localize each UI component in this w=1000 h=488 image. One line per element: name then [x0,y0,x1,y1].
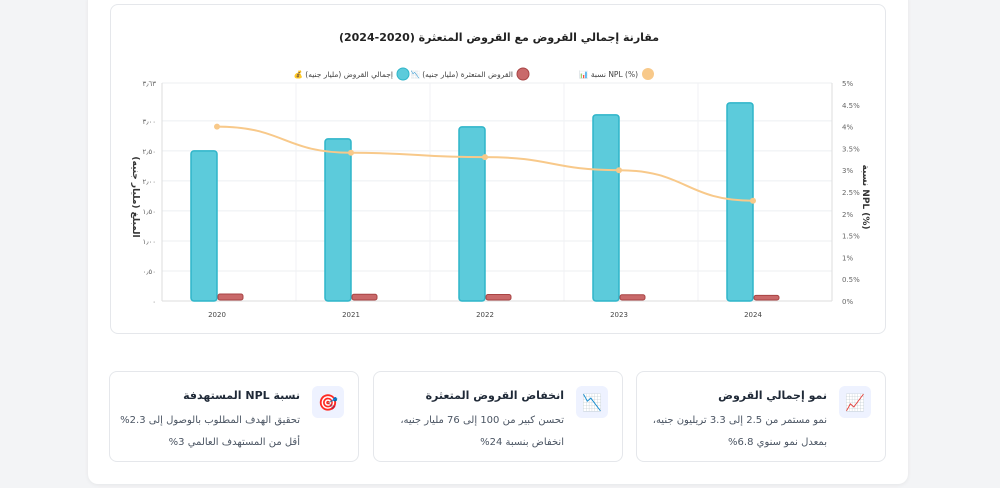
bar-npl-loans [351,293,378,301]
chart-up-icon: 📈 [839,386,871,418]
npl-point [348,149,354,156]
legend-label: 💰 إجمالي القروض (مليار جنيه) [294,70,393,79]
right-tick-label: 3.5% [842,145,860,153]
right-tick-label: 4% [842,124,853,132]
card-desc: نمو مستمر من 2.5 إلى 3.3 تريليون جنيه، ب… [652,415,827,448]
npl-point [750,197,756,204]
chart: مقارنة إجمالي القروض مع القروض المتعثرة … [130,31,870,319]
left-tick-label: ١٫٥٠ [142,208,156,216]
right-tick-label: 1.5% [842,233,860,241]
bar-total-loans [592,114,620,302]
card-loan-growth: 📈 نمو إجمالي القروض نمو مستمر من 2.5 إلى… [636,371,886,462]
x-tick-label: 2020 [208,311,226,319]
card-desc: تحسن كبير من 100 إلى 76 مليار جنيه، انخف… [400,415,564,448]
card-npl-target: 🎯 نسبة NPL المستهدفة تحقيق الهدف المطلوب… [109,371,359,462]
x-tick-label: 2023 [610,311,628,319]
target-icon: 🎯 [312,386,344,418]
legend-swatch [642,68,654,80]
left-tick-label: ٢٫٥٠ [142,148,156,156]
right-tick-label: 3% [842,167,853,175]
right-tick-label: 1% [842,254,853,262]
left-tick-label: ٠ [152,298,156,306]
left-tick-label: ٣٫٠٠ [142,118,156,126]
legend: 💰 إجمالي القروض (مليار جنيه) 📉 القروض الم… [294,67,654,81]
card-title: نسبة NPL المستهدفة [183,389,300,402]
left-tick-label: ٣٫٦٣ [142,80,156,88]
npl-point [482,154,488,161]
chart-title: مقارنة إجمالي القروض مع القروض المتعثرة … [339,31,659,44]
legend-swatch [396,67,410,81]
x-tick-label: 2022 [476,311,494,319]
right-tick-label: 0% [842,298,853,306]
right-tick-label: 0.5% [842,276,860,284]
right-axis-label: نسبة NPL (%) [860,164,870,229]
right-tick-label: 4.5% [842,102,860,110]
legend-label: 📊 نسبة NPL (%) [579,70,638,79]
bar-npl-loans [753,294,780,301]
bar-npl-loans [619,294,646,301]
left-tick-label: ١٫٠٠ [142,238,156,246]
bar-total-loans [458,126,486,302]
right-tick-label: 2% [842,211,853,219]
npl-point [214,123,220,130]
left-axis-label: المبلغ (مليار جنيه) [130,156,140,237]
legend-label: 📉 القروض المتعثرة (مليار جنيه) [411,70,514,79]
bar-total-loans [324,138,352,302]
card-desc: تحقيق الهدف المطلوب بالوصول إلى 2.3% أقل… [120,415,300,448]
card-title: انخفاض القروض المتعثرة [425,389,564,402]
left-tick-label: ٠٫٥٠ [142,268,156,276]
x-tick-label: 2024 [744,311,762,319]
bar-total-loans [190,150,218,302]
left-tick-label: ٢٫٠٠ [142,178,156,186]
bar-npl-loans [485,293,512,301]
card-title: نمو إجمالي القروض [718,389,827,402]
x-tick-label: 2021 [342,311,360,319]
right-tick-label: 2.5% [842,189,860,197]
chart-down-icon: 📉 [576,386,608,418]
card-npl-decline: 📉 انخفاض القروض المتعثرة تحسن كبير من 10… [373,371,623,462]
bar-total-loans [726,102,754,302]
bar-npl-loans [217,293,244,301]
npl-point [616,167,622,174]
legend-swatch [516,67,530,81]
right-tick-label: 5% [842,80,853,88]
chart-card: مقارنة إجمالي القروض مع القروض المتعثرة … [110,4,886,334]
